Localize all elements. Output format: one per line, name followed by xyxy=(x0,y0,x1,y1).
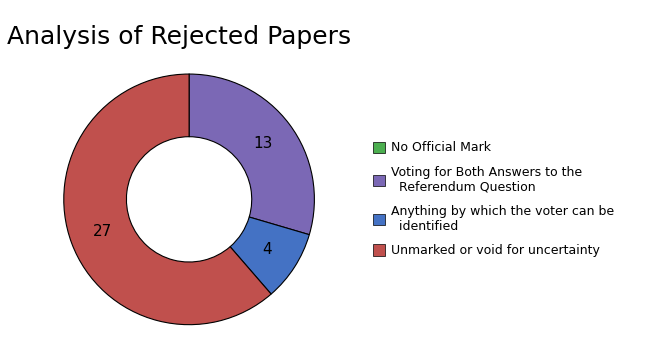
Legend: No Official Mark, Voting for Both Answers to the
  Referendum Question, Anything: No Official Mark, Voting for Both Answer… xyxy=(368,136,619,262)
Text: 13: 13 xyxy=(254,136,273,151)
Text: 4: 4 xyxy=(262,242,272,257)
Text: Analysis of Rejected Papers: Analysis of Rejected Papers xyxy=(7,25,351,49)
Wedge shape xyxy=(230,217,309,294)
Wedge shape xyxy=(189,74,314,235)
Text: 27: 27 xyxy=(93,224,112,239)
Wedge shape xyxy=(64,74,271,325)
